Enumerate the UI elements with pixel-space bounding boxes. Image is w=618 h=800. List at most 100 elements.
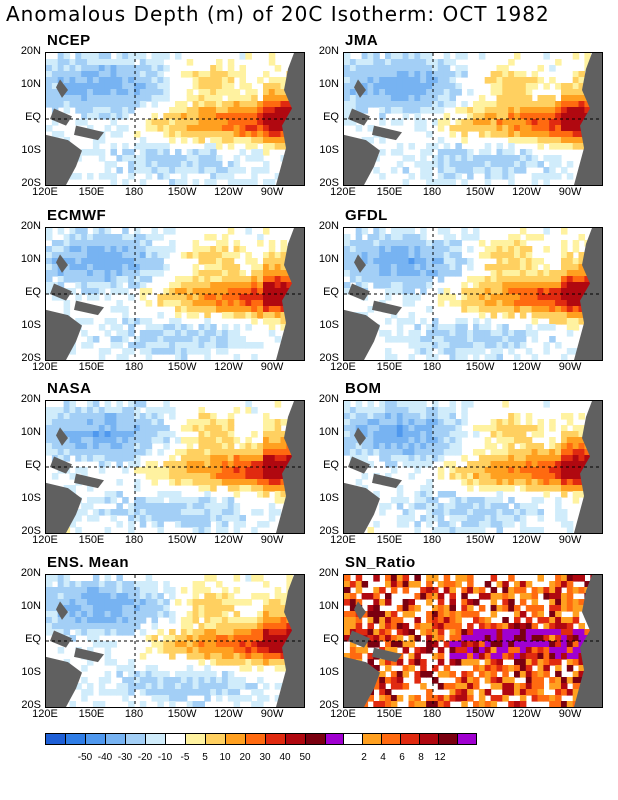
colorbar-swatch (225, 733, 246, 745)
lat-tick-label: 20N (318, 45, 339, 57)
colorbar-swatch (438, 733, 458, 745)
lat-tick-label: EQ (323, 111, 339, 123)
lon-tick-label: 90W (558, 708, 582, 720)
lat-tick-label: 20S (21, 525, 41, 537)
lat-tick-label: 20N (20, 45, 41, 57)
colorbar-label: 12 (434, 752, 446, 763)
anomaly-colorbar (45, 733, 346, 745)
lat-tick-label: 10N (20, 600, 41, 612)
map-field (46, 575, 304, 707)
lon-tick-label: 120E (330, 534, 356, 546)
lon-tick-label: 120W (512, 361, 541, 373)
lat-tick-label: 10S (21, 666, 41, 678)
colorbar-label: 2 (361, 752, 367, 763)
lat-tick-label: EQ (323, 633, 339, 645)
lon-tick-label: 150E (78, 186, 105, 198)
lon-tick-label: 150W (465, 534, 495, 546)
lat-tick-label: 10S (319, 319, 339, 331)
panel-label: NASA (47, 380, 92, 397)
lat-tick-label: EQ (25, 459, 41, 471)
lat-tick-label: 10N (20, 426, 41, 438)
colorbar-label: 4 (380, 752, 386, 763)
lon-tick-label: 120E (330, 361, 356, 373)
lon-tick-label: 150W (167, 534, 197, 546)
colorbar-swatch (105, 733, 126, 745)
lon-tick-label: 180 (124, 534, 144, 546)
colorbar-label: -20 (137, 752, 153, 763)
colorbar-label: 30 (259, 752, 271, 763)
lon-tick-label: 120E (32, 361, 58, 373)
lon-tick-label: 120E (32, 534, 58, 546)
lon-tick-label: 150W (167, 186, 197, 198)
lat-tick-label: 10S (21, 144, 41, 156)
colorbar-swatch (265, 733, 286, 745)
map-panel (343, 52, 603, 186)
map-field (344, 53, 602, 185)
lon-tick-label: 120W (512, 534, 541, 546)
colorbar-label: -40 (97, 752, 113, 763)
colorbar-label: 40 (279, 752, 291, 763)
colorbar-label: 50 (299, 752, 311, 763)
colorbar-swatch (362, 733, 382, 745)
map-panel (343, 574, 603, 708)
colorbar-label: -30 (117, 752, 133, 763)
map-panel (45, 400, 305, 534)
lat-tick-label: 10N (318, 426, 339, 438)
colorbar-label: -5 (180, 752, 190, 763)
lat-tick-label: 20S (21, 699, 41, 711)
lat-tick-label: 20S (21, 352, 41, 364)
lon-tick-label: 120E (330, 708, 356, 720)
panel-label: ECMWF (47, 207, 107, 224)
panel-label: NCEP (47, 32, 91, 49)
lat-tick-label: 20N (20, 220, 41, 232)
lat-tick-label: 20S (319, 177, 339, 189)
lat-tick-label: 10S (21, 319, 41, 331)
lat-tick-label: EQ (25, 111, 41, 123)
lat-tick-label: 20S (319, 352, 339, 364)
lon-tick-label: 90W (558, 361, 582, 373)
lon-tick-label: 120W (512, 186, 541, 198)
colorbar-label: 20 (239, 752, 251, 763)
lon-tick-label: 90W (558, 186, 582, 198)
lat-tick-label: 10S (319, 144, 339, 156)
colorbar-swatch (343, 733, 363, 745)
lon-tick-label: 180 (422, 186, 442, 198)
colorbar-label: 10 (219, 752, 231, 763)
colorbar-swatch (419, 733, 439, 745)
lon-tick-label: 180 (422, 534, 442, 546)
colorbar-swatch (45, 733, 66, 745)
lat-tick-label: 10N (318, 253, 339, 265)
lon-tick-label: 150E (376, 186, 403, 198)
lat-tick-label: 10S (319, 666, 339, 678)
lat-tick-label: 10S (21, 492, 41, 504)
lon-tick-label: 180 (422, 708, 442, 720)
lat-tick-label: 10S (319, 492, 339, 504)
colorbar-swatch (145, 733, 166, 745)
lon-tick-label: 120W (214, 361, 243, 373)
lon-tick-label: 90W (260, 534, 284, 546)
colorbar-swatch (205, 733, 226, 745)
colorbar-swatch (165, 733, 186, 745)
lat-tick-label: 20S (319, 699, 339, 711)
lon-tick-label: 150E (78, 361, 105, 373)
lon-tick-label: 150E (78, 708, 105, 720)
lat-tick-label: EQ (25, 286, 41, 298)
colorbar-swatch (65, 733, 86, 745)
map-panel (45, 52, 305, 186)
map-panel (45, 574, 305, 708)
colorbar-label: -50 (77, 752, 93, 763)
panel-label: GFDL (345, 207, 388, 224)
lat-tick-label: EQ (25, 633, 41, 645)
lon-tick-label: 150W (465, 361, 495, 373)
map-field (46, 53, 304, 185)
map-field (344, 575, 602, 707)
lon-tick-label: 120W (214, 708, 243, 720)
lat-tick-label: 10N (20, 78, 41, 90)
lon-tick-label: 150W (167, 361, 197, 373)
colorbar-swatch (245, 733, 266, 745)
lon-tick-label: 180 (124, 361, 144, 373)
figure-title: Anomalous Depth (m) of 20C Isotherm: OCT… (6, 2, 550, 26)
lon-tick-label: 90W (558, 534, 582, 546)
lon-tick-label: 180 (124, 186, 144, 198)
lon-tick-label: 180 (422, 361, 442, 373)
